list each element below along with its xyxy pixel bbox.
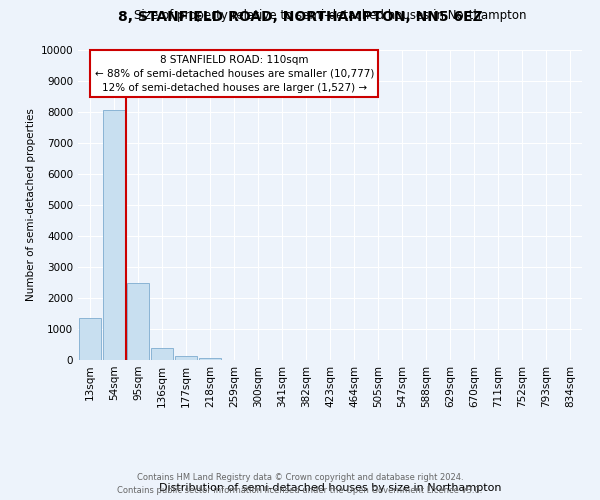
X-axis label: Distribution of semi-detached houses by size in Northampton: Distribution of semi-detached houses by … [159,484,501,494]
Y-axis label: Number of semi-detached properties: Number of semi-detached properties [26,108,37,302]
Bar [127,282,149,360]
Bar [79,318,101,360]
Bar [175,356,197,360]
Text: Contains HM Land Registry data © Crown copyright and database right 2024.
Contai: Contains HM Land Registry data © Crown c… [118,474,482,495]
Bar [199,358,221,360]
Bar [103,110,125,360]
Text: 8, STANFIELD ROAD, NORTHAMPTON, NN5 6EZ: 8, STANFIELD ROAD, NORTHAMPTON, NN5 6EZ [118,10,482,24]
Text: 8 STANFIELD ROAD: 110sqm
← 88% of semi-detached houses are smaller (10,777)
12% : 8 STANFIELD ROAD: 110sqm ← 88% of semi-d… [95,54,374,92]
Bar [151,348,173,360]
Title: Size of property relative to semi-detached houses in Northampton: Size of property relative to semi-detach… [134,10,526,22]
